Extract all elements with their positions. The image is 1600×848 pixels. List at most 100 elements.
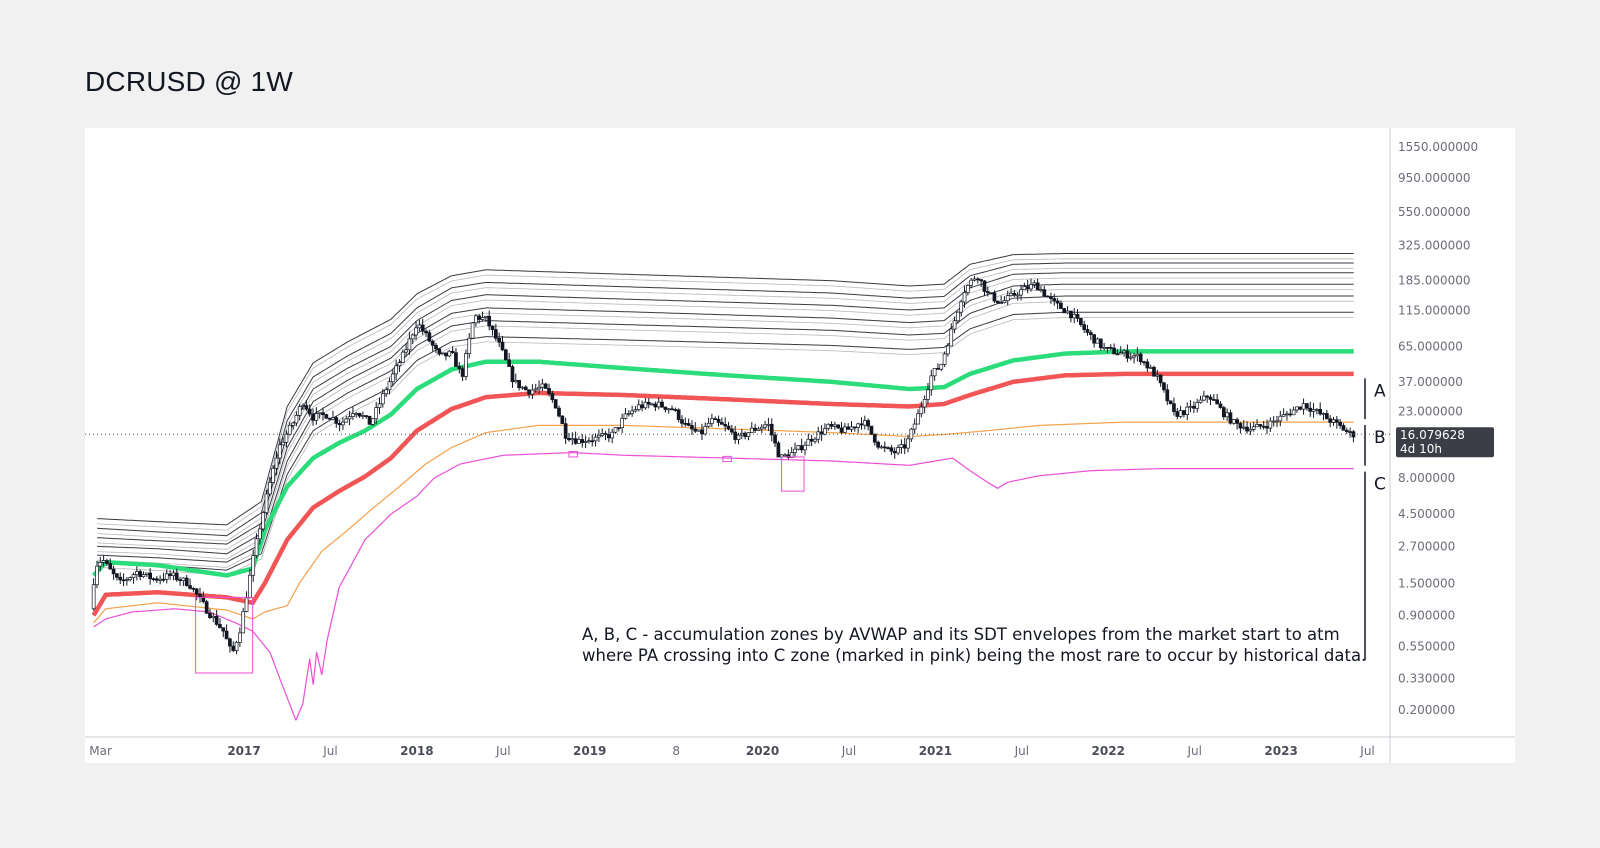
candle-body: [806, 438, 811, 446]
candle-body: [414, 327, 418, 336]
candle-body: [121, 579, 126, 582]
candle-body: [540, 383, 545, 388]
candle-body: [723, 423, 728, 427]
candle-body: [690, 425, 694, 430]
candle-body: [869, 425, 874, 435]
candle-body: [892, 450, 897, 454]
candle-body: [1152, 366, 1156, 377]
y-tick-label: 550.000000: [1398, 205, 1471, 219]
candle-body: [251, 555, 256, 576]
candle-body: [1275, 420, 1279, 423]
candle-body: [789, 452, 794, 458]
x-tick-label: Mar: [89, 744, 112, 758]
candle-body: [324, 414, 329, 419]
x-tick-label: Jul: [1186, 744, 1201, 758]
candle-body: [630, 410, 634, 414]
candle-body: [1015, 294, 1020, 297]
candle-body: [1145, 361, 1150, 369]
candle-body: [144, 572, 149, 575]
candle-body: [1072, 314, 1077, 319]
candle-body: [211, 615, 216, 619]
candle-body: [1055, 300, 1060, 304]
candle-body: [959, 301, 964, 313]
candle-body: [291, 422, 295, 426]
candle-body: [793, 448, 797, 453]
envelope-bands: [97, 253, 1354, 576]
candle-body: [902, 444, 907, 449]
candle-body: [1301, 403, 1306, 410]
candle-body: [434, 344, 438, 350]
candle-body: [214, 615, 219, 625]
x-tick-label: Jul: [1014, 744, 1029, 758]
candle-body: [1079, 318, 1083, 325]
candle-body: [261, 512, 266, 530]
annotation-line-1: A, B, C - accumulation zones by AVWAP an…: [582, 625, 1340, 644]
candle-body: [128, 577, 133, 580]
y-tick-label: 65.000000: [1398, 339, 1463, 353]
y-tick-label: 0.900000: [1398, 608, 1455, 622]
candle-body: [1211, 399, 1216, 401]
candle-body: [148, 572, 153, 580]
candle-body: [500, 341, 505, 351]
candle-body: [889, 447, 894, 452]
plot-area: [85, 128, 1390, 737]
candle-body: [397, 362, 402, 367]
candle-body: [181, 577, 186, 581]
y-tick-label: 4.500000: [1398, 507, 1455, 521]
x-tick-label: Jul: [1359, 744, 1374, 758]
candle-body: [879, 446, 884, 449]
candle-body: [274, 457, 279, 469]
candle-body: [1065, 310, 1070, 314]
candle-body: [464, 353, 468, 377]
candle-body: [267, 482, 272, 495]
candle-body: [985, 291, 990, 294]
candle-body: [1195, 402, 1200, 409]
candle-body: [716, 418, 721, 423]
candle-body: [105, 560, 109, 564]
candle-body: [989, 292, 993, 295]
pink-highlight-box: [722, 455, 732, 463]
candle-body: [1059, 302, 1063, 309]
x-tick-label: Jul: [322, 744, 337, 758]
candle-body: [836, 424, 841, 429]
candle-body: [966, 285, 970, 293]
candle-body: [1025, 286, 1030, 290]
price-badge-countdown: 4d 10h: [1400, 442, 1442, 456]
candle-body: [1248, 429, 1253, 432]
candle-body: [533, 388, 538, 391]
candle-body: [1178, 410, 1183, 417]
x-tick-label: 8: [672, 744, 680, 758]
candle-body: [1331, 419, 1336, 423]
price-badge-value: 16.079628: [1400, 428, 1465, 442]
y-tick-label: 0.330000: [1398, 671, 1455, 685]
candle-body: [351, 413, 355, 417]
time-axis-area: [85, 737, 1515, 763]
candle-body: [1132, 355, 1136, 358]
candle-body: [706, 422, 711, 427]
candle-body: [131, 574, 136, 578]
candle-body: [975, 278, 980, 281]
candle-body: [1039, 289, 1043, 292]
candle-body: [450, 350, 455, 354]
candle-body: [1009, 292, 1013, 296]
candle-body: [607, 434, 611, 439]
candle-body: [510, 366, 515, 383]
candle-body: [1185, 406, 1190, 415]
candle-body: [1265, 426, 1269, 429]
candle-body: [467, 337, 472, 354]
candle-body: [1125, 350, 1130, 359]
candle-body: [922, 399, 927, 408]
candle-body: [307, 408, 312, 415]
candle-body: [537, 386, 541, 390]
candle-body: [1172, 403, 1176, 412]
candle-body: [866, 420, 870, 427]
candle-body: [520, 386, 525, 389]
candle-body: [151, 578, 156, 581]
candle-body: [257, 528, 262, 540]
candle-body: [839, 427, 844, 433]
candle-body: [640, 404, 644, 409]
zone-label-b: B: [1374, 428, 1386, 448]
candle-body: [720, 422, 724, 425]
candle-body: [823, 428, 827, 435]
